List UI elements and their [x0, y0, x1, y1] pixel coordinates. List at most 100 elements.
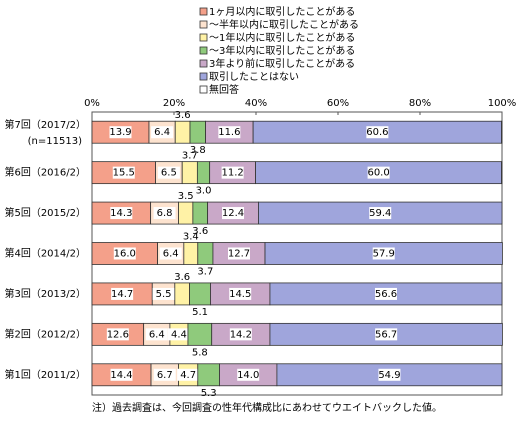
- legend-label: 取引したことはない: [209, 71, 299, 83]
- data-label: 56.6: [375, 289, 397, 300]
- label-bg: [159, 247, 182, 260]
- label-bg: [378, 368, 401, 381]
- legend-label: ～3年以内に取引したことがある: [209, 44, 355, 57]
- data-label: 15.5: [113, 168, 135, 179]
- data-label: 6.5: [161, 168, 177, 179]
- label-bg: [374, 287, 397, 300]
- bar-segment: [189, 282, 211, 306]
- label-bg: [110, 368, 133, 381]
- bar-segment: [187, 322, 213, 346]
- bar-segment: [197, 363, 220, 387]
- data-label: 60.0: [367, 168, 389, 179]
- label-bg: [375, 328, 398, 341]
- data-label: 4.7: [180, 370, 196, 381]
- x-tick-label: 60%: [327, 98, 349, 109]
- data-label: 12.4: [222, 208, 244, 219]
- data-label: 11.6: [218, 127, 240, 138]
- label-bg: [153, 368, 176, 381]
- legend-label: ～半年以内に取引したことがある: [209, 18, 359, 31]
- legend-swatch: [199, 20, 208, 29]
- legend-swatch: [199, 7, 208, 16]
- bar-segment: [178, 201, 194, 225]
- label-bg: [229, 328, 252, 341]
- bar-segment: [197, 242, 214, 265]
- data-label: 14.2: [230, 329, 252, 340]
- footnote: 注）過去調査は、今回調査の性年代構成比にあわせてウエイトバックした値。: [92, 401, 442, 414]
- y-tick-label: 第5回（2015/2）: [4, 206, 86, 219]
- data-label: 16.0: [114, 249, 136, 260]
- data-label: 6.8: [157, 208, 173, 219]
- legend-swatch: [199, 33, 208, 42]
- x-tick-label: 20%: [163, 98, 185, 109]
- label-bg: [111, 287, 134, 300]
- y-tick-label: 第2回（2012/2）: [4, 327, 86, 340]
- label-bg: [112, 166, 135, 179]
- label-bg: [222, 207, 245, 220]
- data-label: 3.6: [175, 110, 191, 121]
- label-bg: [366, 126, 389, 139]
- data-label: 14.3: [110, 208, 132, 219]
- data-label: 3.8: [190, 145, 206, 156]
- bar-segment: [174, 120, 191, 144]
- bar-segment: [174, 282, 190, 306]
- label-bg: [153, 207, 176, 220]
- label-bg: [109, 126, 132, 139]
- data-label: 14.5: [229, 289, 251, 300]
- legend-swatch: [199, 46, 208, 55]
- bar-segment: [183, 242, 199, 265]
- label-bg: [221, 166, 244, 179]
- label-bg: [145, 328, 168, 341]
- y-tick-label: 第7回（2017/2）: [4, 118, 86, 131]
- label-bg: [369, 207, 392, 220]
- data-label: 3.7: [182, 151, 198, 162]
- legend-label: 3年より前に取引したことがある: [209, 57, 355, 70]
- legend-label: 1ヶ月以内に取引したことがある: [209, 5, 355, 18]
- x-tick-label: 100%: [488, 98, 517, 109]
- y-tick-label: 第3回（2013/2）: [4, 287, 86, 300]
- data-label: 6.4: [163, 249, 179, 260]
- data-label: 57.9: [373, 249, 395, 260]
- data-label: 13.9: [109, 127, 131, 138]
- x-tick-label: 40%: [245, 98, 267, 109]
- data-label: 12.6: [107, 329, 129, 340]
- x-tick-label: 0%: [84, 98, 100, 109]
- data-label: 14.4: [110, 370, 132, 381]
- label-bg: [229, 287, 252, 300]
- data-label: 5.5: [156, 289, 172, 300]
- category-note: (n=11513): [28, 136, 82, 147]
- data-label: 60.6: [366, 127, 388, 138]
- data-label: 59.4: [369, 208, 391, 219]
- data-label: 3.0: [196, 186, 212, 197]
- data-label: 54.9: [378, 370, 400, 381]
- y-tick-label: 第1回（2011/2）: [4, 368, 86, 381]
- x-tick-label: 80%: [409, 98, 431, 109]
- label-bg: [237, 368, 260, 381]
- label-bg: [157, 166, 180, 179]
- data-label: 5.3: [201, 388, 217, 399]
- data-label: 4.4: [171, 329, 187, 340]
- y-tick-label: 第6回（2016/2）: [4, 166, 86, 179]
- label-bg: [372, 247, 395, 260]
- bar-segment: [189, 120, 206, 144]
- legend-swatch: [199, 72, 208, 81]
- data-label: 14.7: [111, 289, 133, 300]
- bar-segment: [196, 161, 211, 185]
- data-label: 11.2: [221, 168, 243, 179]
- data-label: 3.6: [174, 272, 190, 283]
- legend-label: 無回答: [209, 83, 239, 96]
- label-bg: [218, 126, 241, 139]
- bar-segment: [181, 161, 198, 185]
- data-label: 6.4: [154, 127, 170, 138]
- legend-swatch: [199, 85, 208, 94]
- label-bg: [151, 126, 174, 139]
- data-label: 3.6: [192, 226, 208, 237]
- data-label: 3.5: [178, 191, 194, 202]
- label-bg: [177, 368, 200, 381]
- data-label: 3.4: [183, 232, 199, 243]
- label-bg: [167, 328, 190, 341]
- data-label: 3.7: [197, 267, 213, 278]
- label-bg: [152, 287, 175, 300]
- label-bg: [113, 247, 136, 260]
- legend-swatch: [199, 59, 208, 68]
- legend-label: ～1年以内に取引したことがある: [209, 31, 355, 44]
